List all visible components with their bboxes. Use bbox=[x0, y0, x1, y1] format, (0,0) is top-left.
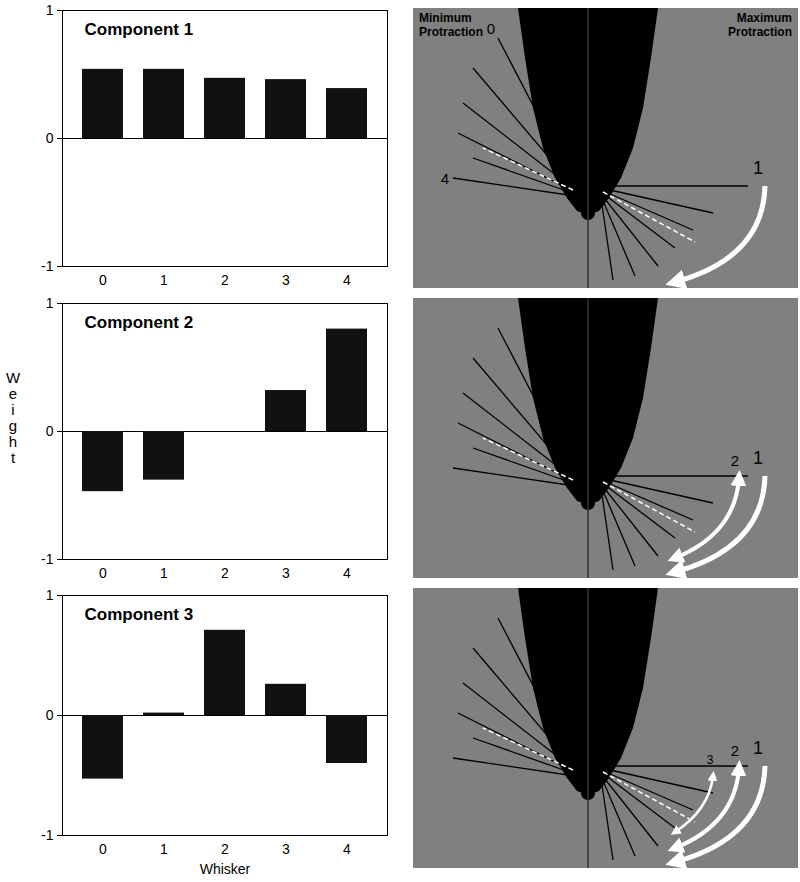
html-text:t: t bbox=[10, 449, 16, 466]
svg-text:4: 4 bbox=[343, 841, 351, 857]
svg-text:0: 0 bbox=[46, 423, 54, 439]
svg-text:1: 1 bbox=[753, 158, 763, 178]
svg-text:Maximum: Maximum bbox=[737, 11, 792, 25]
svg-text:1: 1 bbox=[46, 2, 54, 18]
html-text:i: i bbox=[11, 401, 15, 418]
html-text:h: h bbox=[8, 433, 18, 450]
svg-text:-1: -1 bbox=[41, 827, 54, 843]
svg-text:3: 3 bbox=[282, 841, 290, 857]
svg-text:3: 3 bbox=[282, 272, 290, 288]
svg-text:Component 2: Component 2 bbox=[85, 313, 194, 332]
svg-text:0: 0 bbox=[46, 707, 54, 723]
svg-text:Component 3: Component 3 bbox=[85, 605, 194, 624]
svg-text:0: 0 bbox=[99, 272, 107, 288]
svg-text:Protraction: Protraction bbox=[419, 25, 483, 39]
svg-text:-1: -1 bbox=[41, 551, 54, 567]
svg-text:Protraction: Protraction bbox=[728, 25, 792, 39]
svg-text:2: 2 bbox=[221, 272, 229, 288]
html-text:W: W bbox=[6, 369, 21, 386]
html-text:e: e bbox=[8, 385, 18, 402]
svg-text:1: 1 bbox=[160, 841, 168, 857]
svg-text:0: 0 bbox=[99, 841, 107, 857]
svg-text:1: 1 bbox=[160, 272, 168, 288]
svg-text:2: 2 bbox=[221, 565, 229, 581]
svg-text:1: 1 bbox=[160, 565, 168, 581]
svg-text:2: 2 bbox=[731, 742, 739, 759]
svg-text:-1: -1 bbox=[41, 258, 54, 274]
svg-text:Component 1: Component 1 bbox=[85, 20, 194, 39]
svg-text:Whisker: Whisker bbox=[200, 861, 251, 877]
html-text:g: g bbox=[8, 417, 18, 434]
svg-text:Minimum: Minimum bbox=[419, 11, 472, 25]
svg-text:3: 3 bbox=[707, 753, 714, 767]
svg-text:1: 1 bbox=[753, 738, 763, 758]
svg-text:2: 2 bbox=[221, 841, 229, 857]
svg-text:1: 1 bbox=[46, 587, 54, 603]
svg-text:4: 4 bbox=[343, 272, 351, 288]
svg-text:4: 4 bbox=[441, 170, 449, 187]
svg-text:1: 1 bbox=[46, 295, 54, 311]
svg-text:0: 0 bbox=[487, 20, 495, 37]
svg-text:0: 0 bbox=[99, 565, 107, 581]
svg-text:0: 0 bbox=[46, 130, 54, 146]
svg-text:3: 3 bbox=[282, 565, 290, 581]
svg-text:4: 4 bbox=[343, 565, 351, 581]
svg-text:1: 1 bbox=[753, 448, 763, 468]
svg-text:2: 2 bbox=[731, 452, 739, 469]
